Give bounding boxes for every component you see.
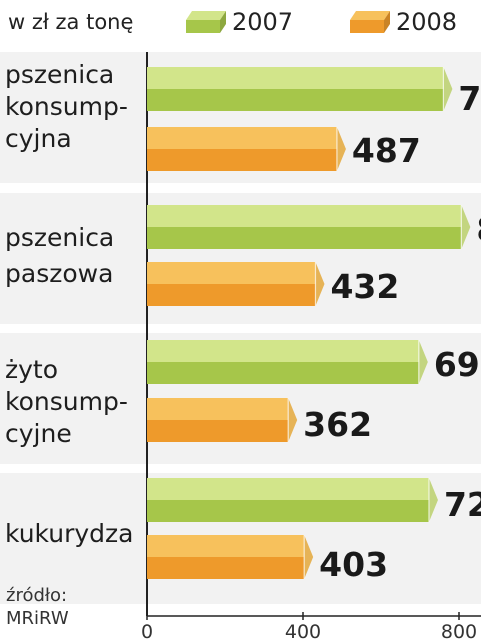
bar-bottom-face [147,500,429,522]
category-label-2-1: konsump- [5,387,128,416]
legend-swatch-top [350,11,390,20]
bar-top-face [147,67,444,89]
bar-top-face [147,398,289,420]
value-label-2007-1: 806 [476,210,481,249]
category-label-2-2: cyjne [5,419,72,448]
bar-2007-0 [147,67,453,111]
bar-2008-3 [147,535,314,579]
category-label-0-0: pszenica [5,60,114,89]
bar-end-cap [315,262,325,306]
value-label-2008-2: 362 [303,405,372,444]
category-label-3-0: kukurydza [5,519,134,548]
legend-swatch-front [350,20,384,33]
value-label-2008-1: 432 [330,267,399,306]
bar-end-cap [304,535,314,579]
bar-bottom-face [147,557,305,579]
bar-end-cap [418,340,428,384]
value-label-2007-3: 723 [444,485,481,524]
bar-end-cap [443,67,453,111]
value-label-2008-0: 487 [352,131,421,170]
source-name: MRiRW [6,608,69,629]
category-label-2-0: żyto [5,355,58,384]
legend-label-2007: 2007 [232,8,293,36]
bar-2008-2 [147,398,298,442]
bar-top-face [147,535,305,557]
legend: 2007 2008 [186,8,457,36]
bars [147,67,471,579]
x-tick-label-0: 0 [141,621,153,640]
labels: pszenica konsump-cyjna 760 487 pszenica paszo… [5,60,481,584]
bar-end-cap [288,398,298,442]
bar-bottom-face [147,227,462,249]
category-label-1-0: pszenica [5,223,114,252]
legend-swatch-2007 [186,11,226,33]
value-label-2007-0: 760 [458,79,481,118]
bar-bottom-face [147,362,419,384]
legend-label-2008: 2008 [396,8,457,36]
bar-bottom-face [147,420,289,442]
bar-bottom-face [147,284,316,306]
category-label-0-1: konsump- [5,92,128,121]
x-tick-label-2: 800 [441,621,477,640]
legend-swatch-side [384,11,390,33]
bar-bottom-face [147,149,337,171]
bar-top-face [147,205,462,227]
source-label: źródło: [6,585,67,606]
unit-label: w zł za tonę [8,10,133,34]
bar-top-face [147,262,316,284]
bar-end-cap [428,478,438,522]
value-label-2008-3: 403 [319,545,388,584]
bar-bottom-face [147,89,444,111]
bar-top-face [147,478,429,500]
x-tick-label-1: 400 [285,621,321,640]
legend-swatch-2008 [350,11,390,33]
bar-top-face [147,340,419,362]
legend-swatch-front [186,20,220,33]
bar-end-cap [336,127,346,171]
bar-2008-0 [147,127,346,171]
value-label-2007-2: 697 [434,345,481,384]
bar-end-cap [461,205,471,249]
bar-2007-2 [147,340,428,384]
legend-swatch-side [220,11,226,33]
category-label-0-2: cyjna [5,124,72,153]
bar-2007-1 [147,205,471,249]
legend-swatch-top [186,11,226,20]
bar-2008-1 [147,262,325,306]
category-label-1-1: paszowa [5,259,113,288]
bar-2007-3 [147,478,438,522]
bar-top-face [147,127,337,149]
